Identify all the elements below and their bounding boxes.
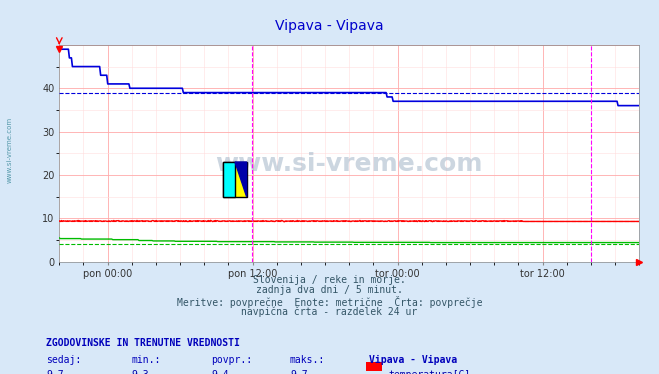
Text: www.si-vreme.com: www.si-vreme.com [7,117,13,183]
Text: maks.:: maks.: [290,355,325,365]
FancyBboxPatch shape [223,162,235,197]
Text: 9,3: 9,3 [132,370,150,374]
Polygon shape [235,162,246,197]
Text: Vipava - Vipava: Vipava - Vipava [369,355,457,365]
Text: povpr.:: povpr.: [211,355,252,365]
Text: temperatura[C]: temperatura[C] [389,370,471,374]
Text: sedaj:: sedaj: [46,355,81,365]
Text: 9,7: 9,7 [290,370,308,374]
Text: ZGODOVINSKE IN TRENUTNE VREDNOSTI: ZGODOVINSKE IN TRENUTNE VREDNOSTI [46,338,240,349]
Text: min.:: min.: [132,355,161,365]
Text: Vipava - Vipava: Vipava - Vipava [275,19,384,33]
Text: Slovenija / reke in morje.: Slovenija / reke in morje. [253,275,406,285]
Text: 9,7: 9,7 [46,370,64,374]
Text: navpična črta - razdelek 24 ur: navpična črta - razdelek 24 ur [241,306,418,317]
Text: Meritve: povprečne  Enote: metrične  Črta: povprečje: Meritve: povprečne Enote: metrične Črta:… [177,296,482,308]
FancyBboxPatch shape [223,162,246,197]
Text: zadnja dva dni / 5 minut.: zadnja dva dni / 5 minut. [256,285,403,295]
Text: www.si-vreme.com: www.si-vreme.com [215,152,483,176]
Text: 9,4: 9,4 [211,370,229,374]
